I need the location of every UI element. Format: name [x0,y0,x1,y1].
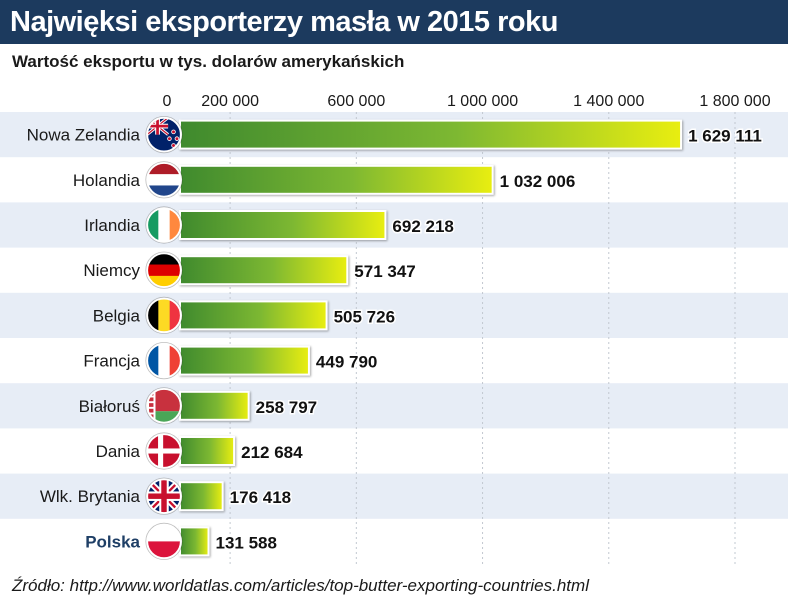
flag-belarus-icon [145,387,183,425]
row-band [0,383,788,429]
category-label: Belgia [93,306,141,325]
bar [179,481,224,512]
x-tick-label: 1 800 000 [699,93,770,110]
bar [179,210,387,240]
value-label: 692 218 [392,217,453,236]
category-label: Polska [85,532,140,551]
flag-ireland-icon [145,206,183,244]
flag-united-kingdom-icon [145,477,183,515]
bar [179,119,683,150]
value-label: 258 797 [256,398,317,417]
bar [179,526,210,557]
row-band [0,202,788,248]
value-label: 571 347 [354,262,415,281]
x-tick-label: 1 400 000 [573,93,644,110]
bar [179,300,328,331]
page-title: Najwięksi eksporterzy masła w 2015 roku [10,6,558,38]
category-label: Niemcy [83,261,140,280]
category-label: Białoruś [79,397,140,416]
flag-france-icon [145,341,183,380]
category-label: Holandia [73,171,141,190]
category-label: Irlandia [84,216,140,235]
row-band [0,473,788,519]
value-label: 176 418 [230,488,291,507]
flag-denmark-icon [145,432,183,470]
flag-new-zealand-icon [145,116,183,154]
x-tick-label: 1 000 000 [447,93,518,110]
x-tick-label: 600 000 [327,93,385,110]
bar [179,255,349,286]
value-label: 505 726 [334,307,395,326]
flag-belgium-icon [145,296,183,334]
source-note: Źródło: http://www.worldatlas.com/articl… [12,576,589,595]
category-label: Nowa Zelandia [27,126,141,145]
value-label: 449 790 [316,353,377,372]
x-tick-label: 0 [163,93,172,110]
x-tick-label: 200 000 [201,93,259,110]
value-label: 212 684 [241,443,303,462]
value-label: 131 588 [216,533,277,552]
category-label: Dania [96,442,141,461]
value-label: 1 032 006 [500,172,576,191]
flag-germany-icon [145,251,183,289]
flag-poland-icon [145,522,183,561]
row-band [0,292,788,338]
bar [179,164,494,195]
value-label: 1 629 111 [688,127,762,146]
category-label: Wlk. Brytania [40,487,141,506]
bar [179,390,250,421]
category-label: Francja [83,352,140,371]
flag-netherlands-icon [145,161,183,199]
bar [179,436,236,466]
bar [179,345,310,376]
chart-subtitle: Wartość eksportu w tys. dolarów amerykań… [12,52,405,71]
header-bar [0,0,788,44]
